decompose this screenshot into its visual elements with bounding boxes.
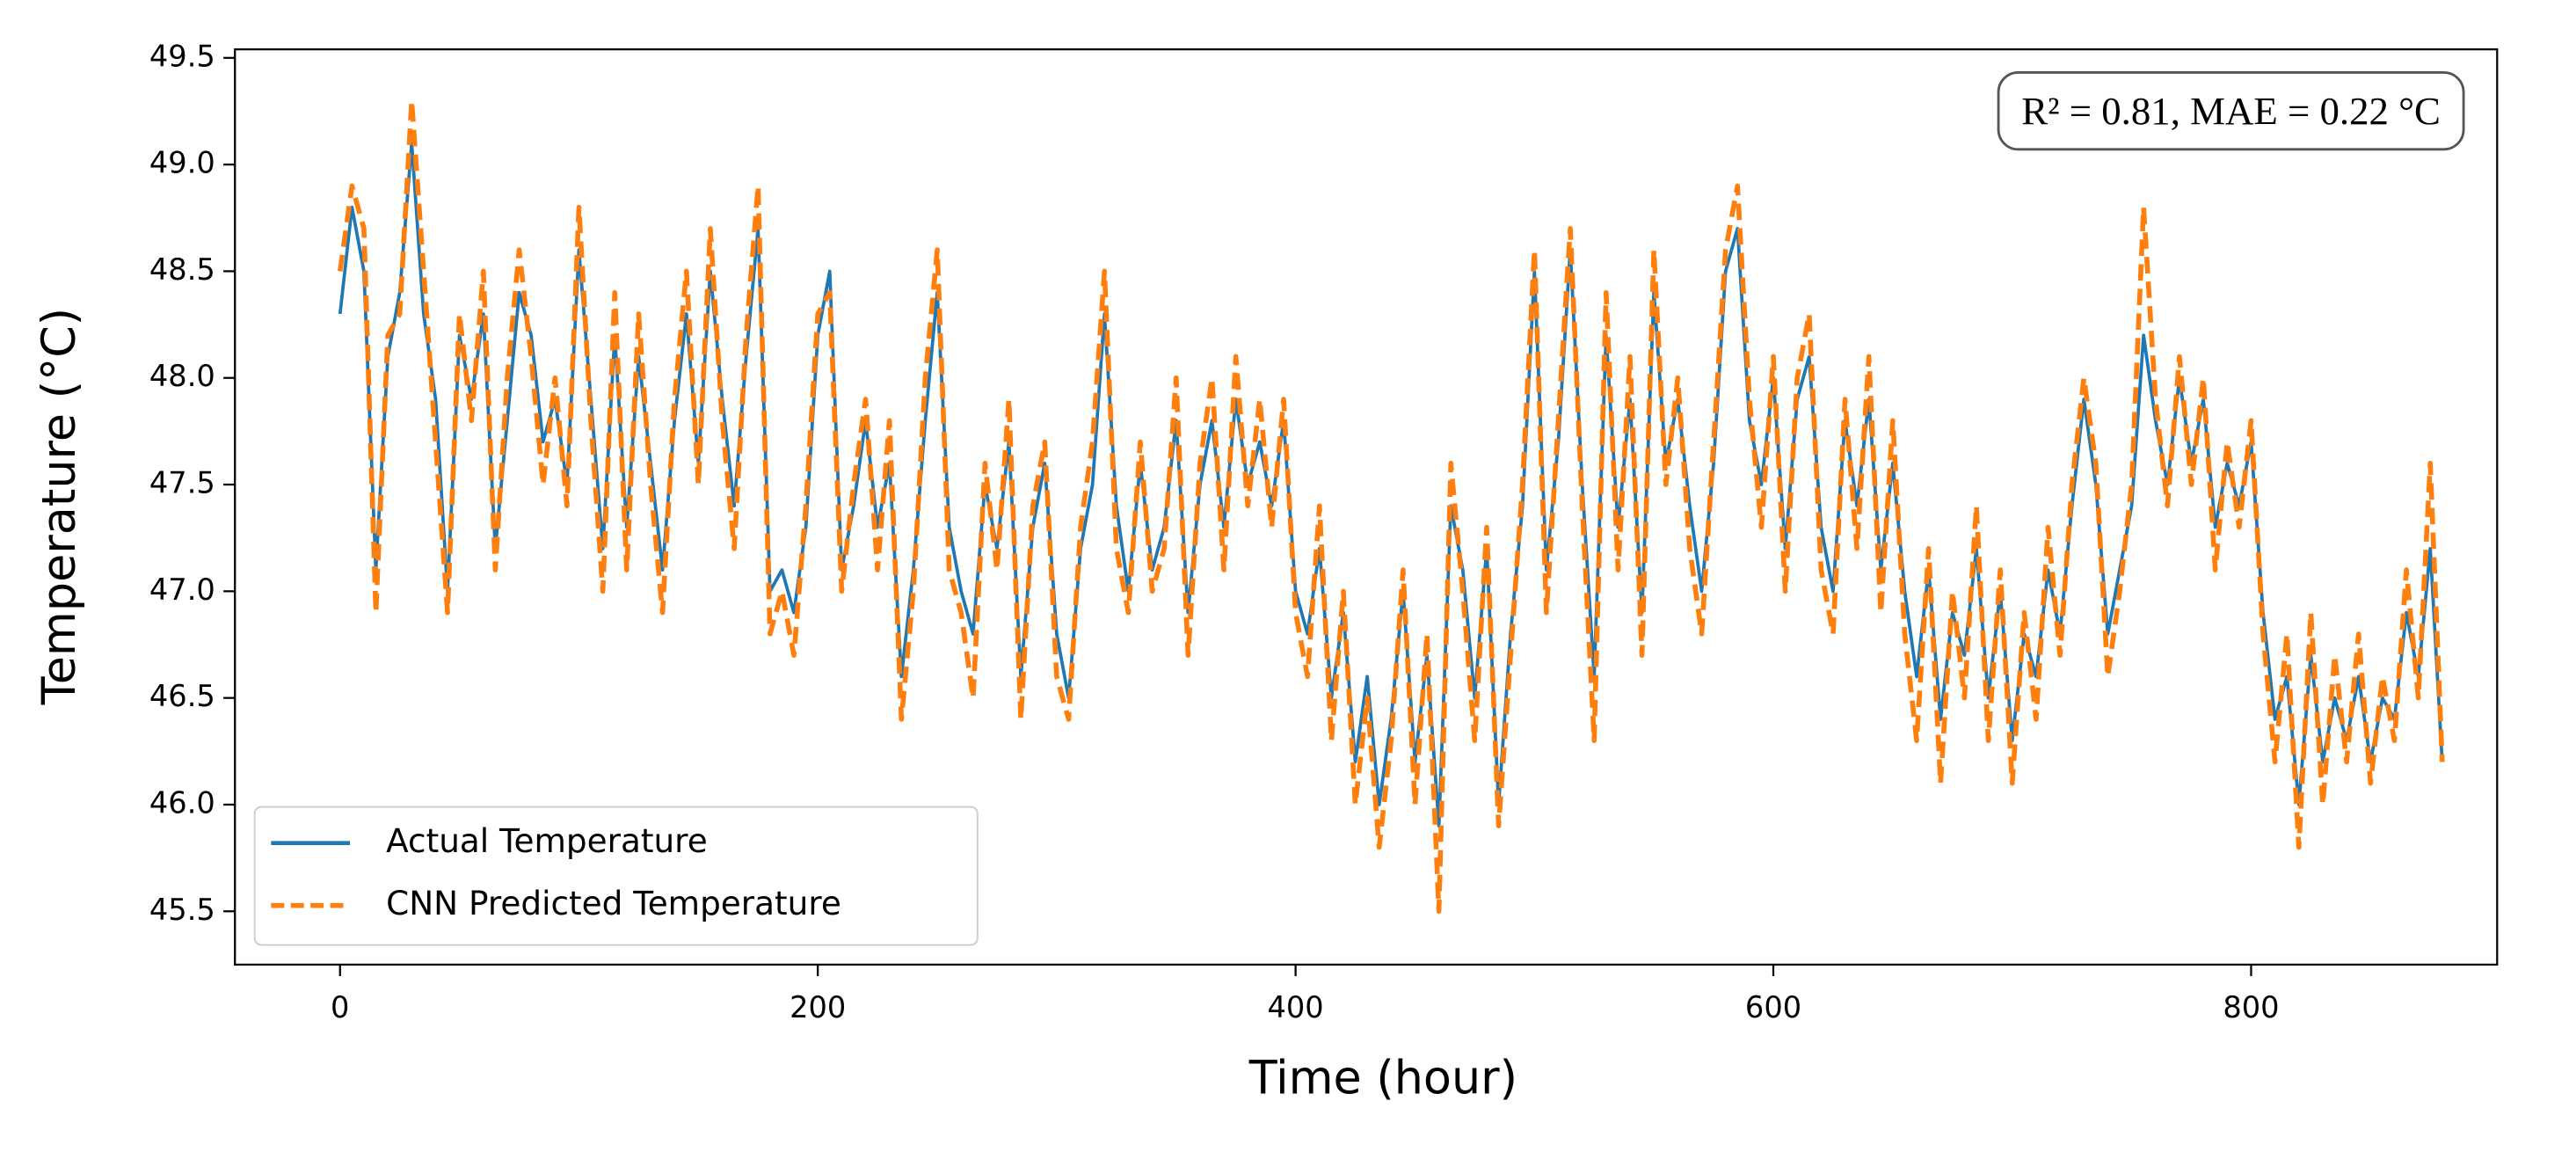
x-tick-label: 800 [2223, 990, 2279, 1024]
y-tick-label: 46.5 [149, 679, 215, 713]
y-tick-label: 48.5 [149, 252, 215, 287]
y-axis-label: Temperature (°C) [33, 308, 86, 706]
y-tick-label: 49.0 [149, 146, 215, 180]
annotation-box [1997, 71, 2465, 151]
y-tick-label: 47.5 [149, 466, 215, 500]
x-axis-label: Time (hour) [1248, 1052, 1517, 1105]
x-tick-label: 0 [331, 990, 349, 1024]
x-tick-label: 400 [1268, 990, 1324, 1024]
x-tick-label: 600 [1745, 990, 1801, 1024]
legend-label: CNN Predicted Temperature [386, 884, 841, 922]
y-tick-label: 47.0 [149, 572, 215, 607]
annotation: R² = 0.81, MAE = 0.22 °C [2021, 89, 2441, 133]
y-tick-label: 46.0 [149, 785, 215, 820]
series-line [337, 98, 2445, 915]
x-tick-label: 200 [790, 990, 846, 1024]
legend-label: Actual Temperature [386, 821, 708, 860]
y-tick-label: 45.5 [149, 893, 215, 927]
y-tick-label: 49.5 [149, 39, 215, 73]
plot-frame [234, 47, 2499, 966]
y-tick-label: 48.0 [149, 359, 215, 393]
legend-box [253, 806, 979, 946]
